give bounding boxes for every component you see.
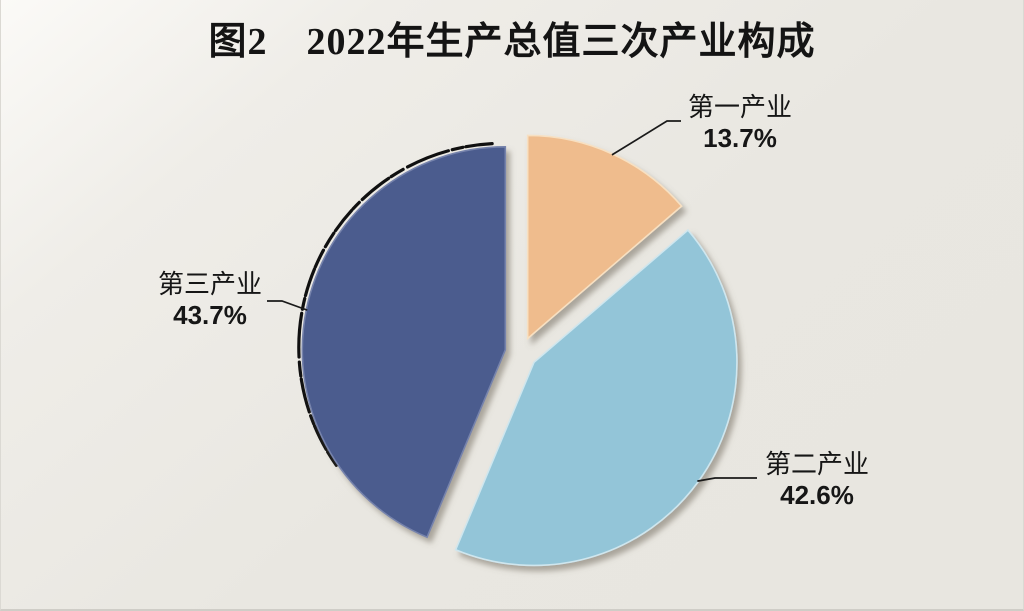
slice-label-name: 第二产业 <box>764 450 869 479</box>
slice-label-name: 第三产业 <box>157 270 262 299</box>
leader-line-tertiary-industry <box>267 300 308 311</box>
slice-label-secondary-industry: 第二产业 42.6% <box>756 450 878 511</box>
slice-label-percent: 42.6% <box>780 480 854 510</box>
slice-label-tertiary-industry: 第三产业 43.7% <box>149 270 271 331</box>
slice-label-percent: 43.7% <box>173 300 247 330</box>
slice-label-name: 第一产业 <box>687 93 792 122</box>
leader-line-secondary-industry <box>697 477 757 482</box>
slice-label-primary-industry: 第一产业 13.7% <box>679 93 801 154</box>
pie-slice-tertiary-industry <box>301 146 507 539</box>
figure-title: 图2 2022年生产总值三次产业构成 <box>208 21 816 63</box>
slice-label-percent: 13.7% <box>703 123 777 153</box>
leader-line-primary-industry <box>611 120 681 156</box>
dark-slice-rough-edge-effect <box>297 142 494 467</box>
